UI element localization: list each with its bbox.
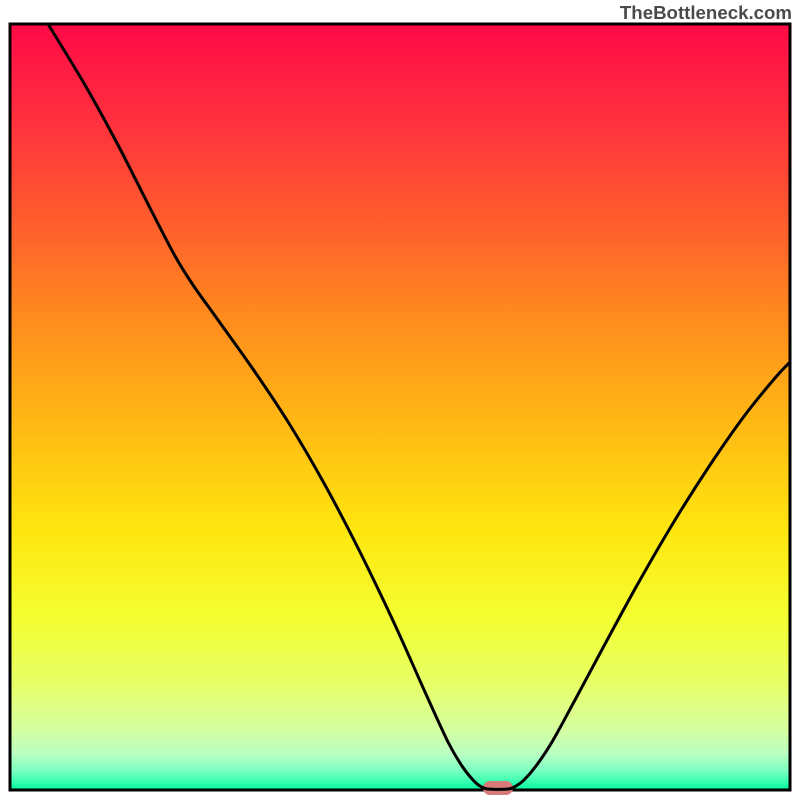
chart-canvas (0, 0, 800, 800)
bottleneck-chart: TheBottleneck.com (0, 0, 800, 800)
chart-background (10, 24, 790, 790)
